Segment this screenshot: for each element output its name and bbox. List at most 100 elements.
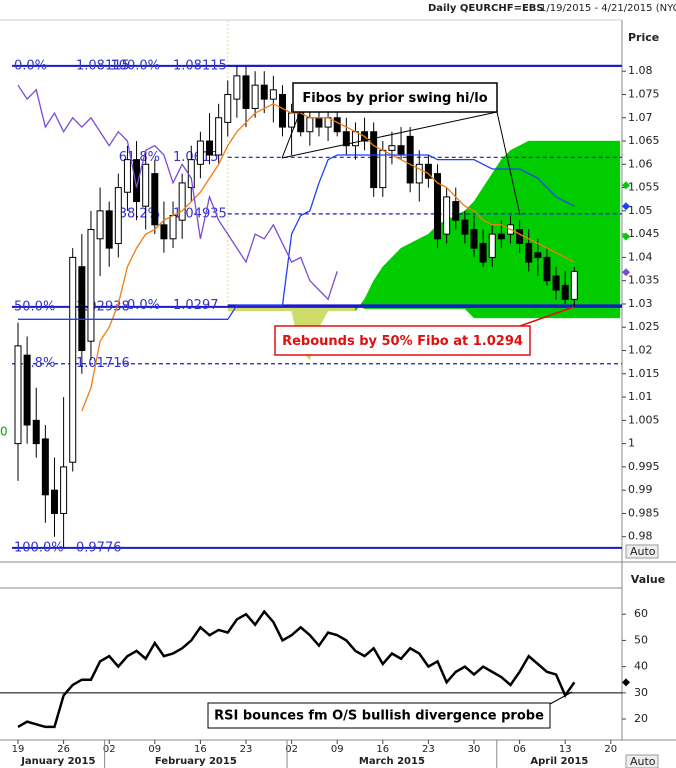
axis-marker — [622, 678, 630, 687]
y-tick-label: 1.03 — [628, 297, 653, 310]
candle-body — [114, 187, 122, 244]
candle-body — [50, 489, 58, 514]
indicator-line — [81, 103, 575, 412]
cloud-segment — [382, 256, 393, 309]
candle-body — [333, 117, 341, 133]
annotation: Rebounds by 50% Fibo at 1.0294 — [282, 334, 523, 349]
fib-label: 38.2% — [119, 206, 160, 221]
y-tick-label: 1.02 — [628, 344, 653, 357]
x-tick-label: 23 — [422, 744, 435, 755]
candle-body — [23, 354, 31, 426]
candle-body — [397, 145, 405, 156]
fib-value: 1.04935 — [173, 206, 227, 221]
candle-body — [351, 131, 359, 147]
chart-range: 1/19/2015 - 4/21/2015 (NYC) — [540, 3, 676, 14]
rsi-line — [17, 609, 576, 729]
x-tick-label: 23 — [240, 744, 253, 755]
candle-body — [434, 173, 442, 240]
auto-button-label[interactable]: Auto — [630, 755, 656, 768]
x-tick-label: 02 — [103, 744, 116, 755]
candle-body — [370, 131, 378, 189]
candle-body — [452, 201, 460, 221]
candle-body — [41, 438, 49, 496]
month-label: February 2015 — [155, 756, 237, 767]
x-tick-label: 16 — [194, 744, 207, 755]
candle-body — [424, 163, 432, 179]
y-axis-title: Value — [631, 573, 665, 586]
candle-body — [178, 182, 186, 221]
cloud-segment — [537, 140, 548, 319]
candle-body — [206, 140, 214, 156]
y-axis-title: Price — [628, 31, 659, 44]
candle-body — [488, 233, 496, 258]
candle-body — [525, 242, 533, 263]
axis-marker — [622, 268, 630, 277]
month-label: April 2015 — [530, 756, 588, 767]
axis-marker — [622, 181, 630, 190]
candle-body — [443, 196, 451, 235]
x-tick-label: 02 — [285, 744, 298, 755]
candle-body — [470, 228, 478, 249]
annotation-arrow — [496, 111, 521, 216]
candle-body — [133, 159, 141, 203]
candle-body — [105, 210, 113, 249]
auto-button-label[interactable]: Auto — [630, 545, 656, 558]
candle-body — [123, 159, 131, 193]
month-label: March 2015 — [359, 756, 425, 767]
candle-body — [96, 210, 104, 240]
y-tick-label: 50 — [634, 633, 648, 646]
candle-body — [552, 275, 560, 291]
candle-body — [516, 228, 524, 244]
candle-body — [169, 215, 177, 240]
annotation-box — [274, 325, 531, 356]
candle-body — [379, 149, 387, 189]
candle-body — [479, 242, 487, 263]
axis-marker — [622, 232, 630, 241]
x-tick-label: 20 — [604, 744, 617, 755]
x-tick-label: 06 — [513, 744, 526, 755]
fib-value: 1.0297 — [173, 298, 219, 313]
candle-body — [543, 256, 551, 282]
candle-body — [570, 270, 578, 300]
candle-body — [224, 93, 232, 123]
candle-body — [388, 145, 396, 151]
y-tick-label: 1.055 — [628, 181, 660, 194]
indicator-line — [18, 154, 575, 320]
y-tick-label: 20 — [634, 712, 648, 725]
edge-label: 0 — [0, 425, 8, 439]
candle-body — [160, 224, 168, 240]
x-tick-label: 30 — [468, 744, 481, 755]
fib-value: 0.9776 — [76, 540, 122, 555]
auto-button[interactable] — [625, 754, 659, 768]
candle-body — [87, 228, 95, 342]
y-tick-label: 1.04 — [628, 250, 653, 263]
candle-body — [534, 252, 542, 258]
candle-body — [269, 89, 277, 100]
auto-button[interactable] — [625, 544, 659, 559]
fib-label: 0.0% — [127, 298, 160, 313]
candle-body — [14, 345, 22, 445]
candle-body — [415, 163, 423, 184]
y-tick-label: 1.045 — [628, 227, 660, 240]
annotation-arrow — [281, 111, 498, 159]
y-tick-label: 0.99 — [628, 483, 653, 496]
axis-marker — [622, 202, 630, 211]
candle-body — [260, 84, 268, 100]
fib-label: 100.0% — [110, 58, 160, 73]
y-tick-label: 0.98 — [628, 530, 653, 543]
cloud-segment — [592, 140, 602, 319]
indicator-line — [17, 84, 338, 301]
x-tick-label: 09 — [148, 744, 161, 755]
y-tick-label: 1.035 — [628, 274, 660, 287]
candle-body — [196, 140, 204, 165]
candle-body — [278, 93, 286, 128]
candle-body — [151, 173, 159, 226]
candle-body — [78, 266, 86, 352]
y-tick-label: 1.05 — [628, 204, 653, 217]
annotation-arrow — [519, 306, 575, 327]
cloud-segment — [528, 140, 539, 319]
fib-value: 1.08115 — [76, 58, 130, 73]
y-tick-label: 1.08 — [628, 64, 653, 77]
